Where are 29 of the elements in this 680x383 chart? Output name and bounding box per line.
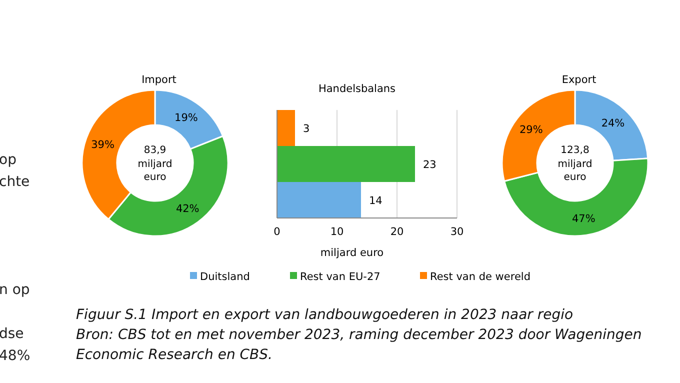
data-label: 24%	[601, 118, 625, 130]
x-tick-label: 0	[274, 226, 280, 238]
data-label: 39%	[91, 139, 114, 152]
text: Bron: CBS tot en met november 2023, raming december 2023 door Wageningen Economic Research en CBS.	[76, 327, 642, 363]
legend-label: Rest van de wereld	[430, 271, 530, 283]
text: dse	[0, 326, 24, 342]
x-tick-label: 20	[390, 226, 404, 238]
data-label: 3	[303, 123, 310, 135]
text: 48%	[0, 348, 30, 364]
text: chte	[0, 174, 30, 190]
text: 123,8 miljard euro	[558, 145, 592, 183]
legend-label: Duitsland	[200, 271, 250, 283]
data-label: 19%	[174, 112, 198, 124]
text: op	[0, 152, 17, 168]
x-tick-label: 30	[450, 226, 464, 238]
data-label: 47%	[572, 212, 596, 225]
text: n op	[0, 282, 30, 298]
legend-label: Rest van EU-27	[300, 271, 380, 283]
chart-title: Export	[562, 74, 596, 86]
data-label: 23	[423, 159, 436, 171]
data-label: 29%	[519, 124, 543, 136]
chart-title: Handelsbalans	[318, 83, 396, 95]
data-label: 42%	[176, 202, 200, 215]
x-tick-label: 10	[330, 226, 344, 238]
text: 83,9 miljard euro	[138, 145, 172, 183]
chart-title: Import	[142, 74, 176, 86]
x-axis-title: miljard euro	[320, 247, 384, 259]
text: Figuur S.1 Import en export van landbouwgoederen in 2023 naar regio	[76, 307, 574, 323]
data-label: 14	[369, 195, 383, 207]
